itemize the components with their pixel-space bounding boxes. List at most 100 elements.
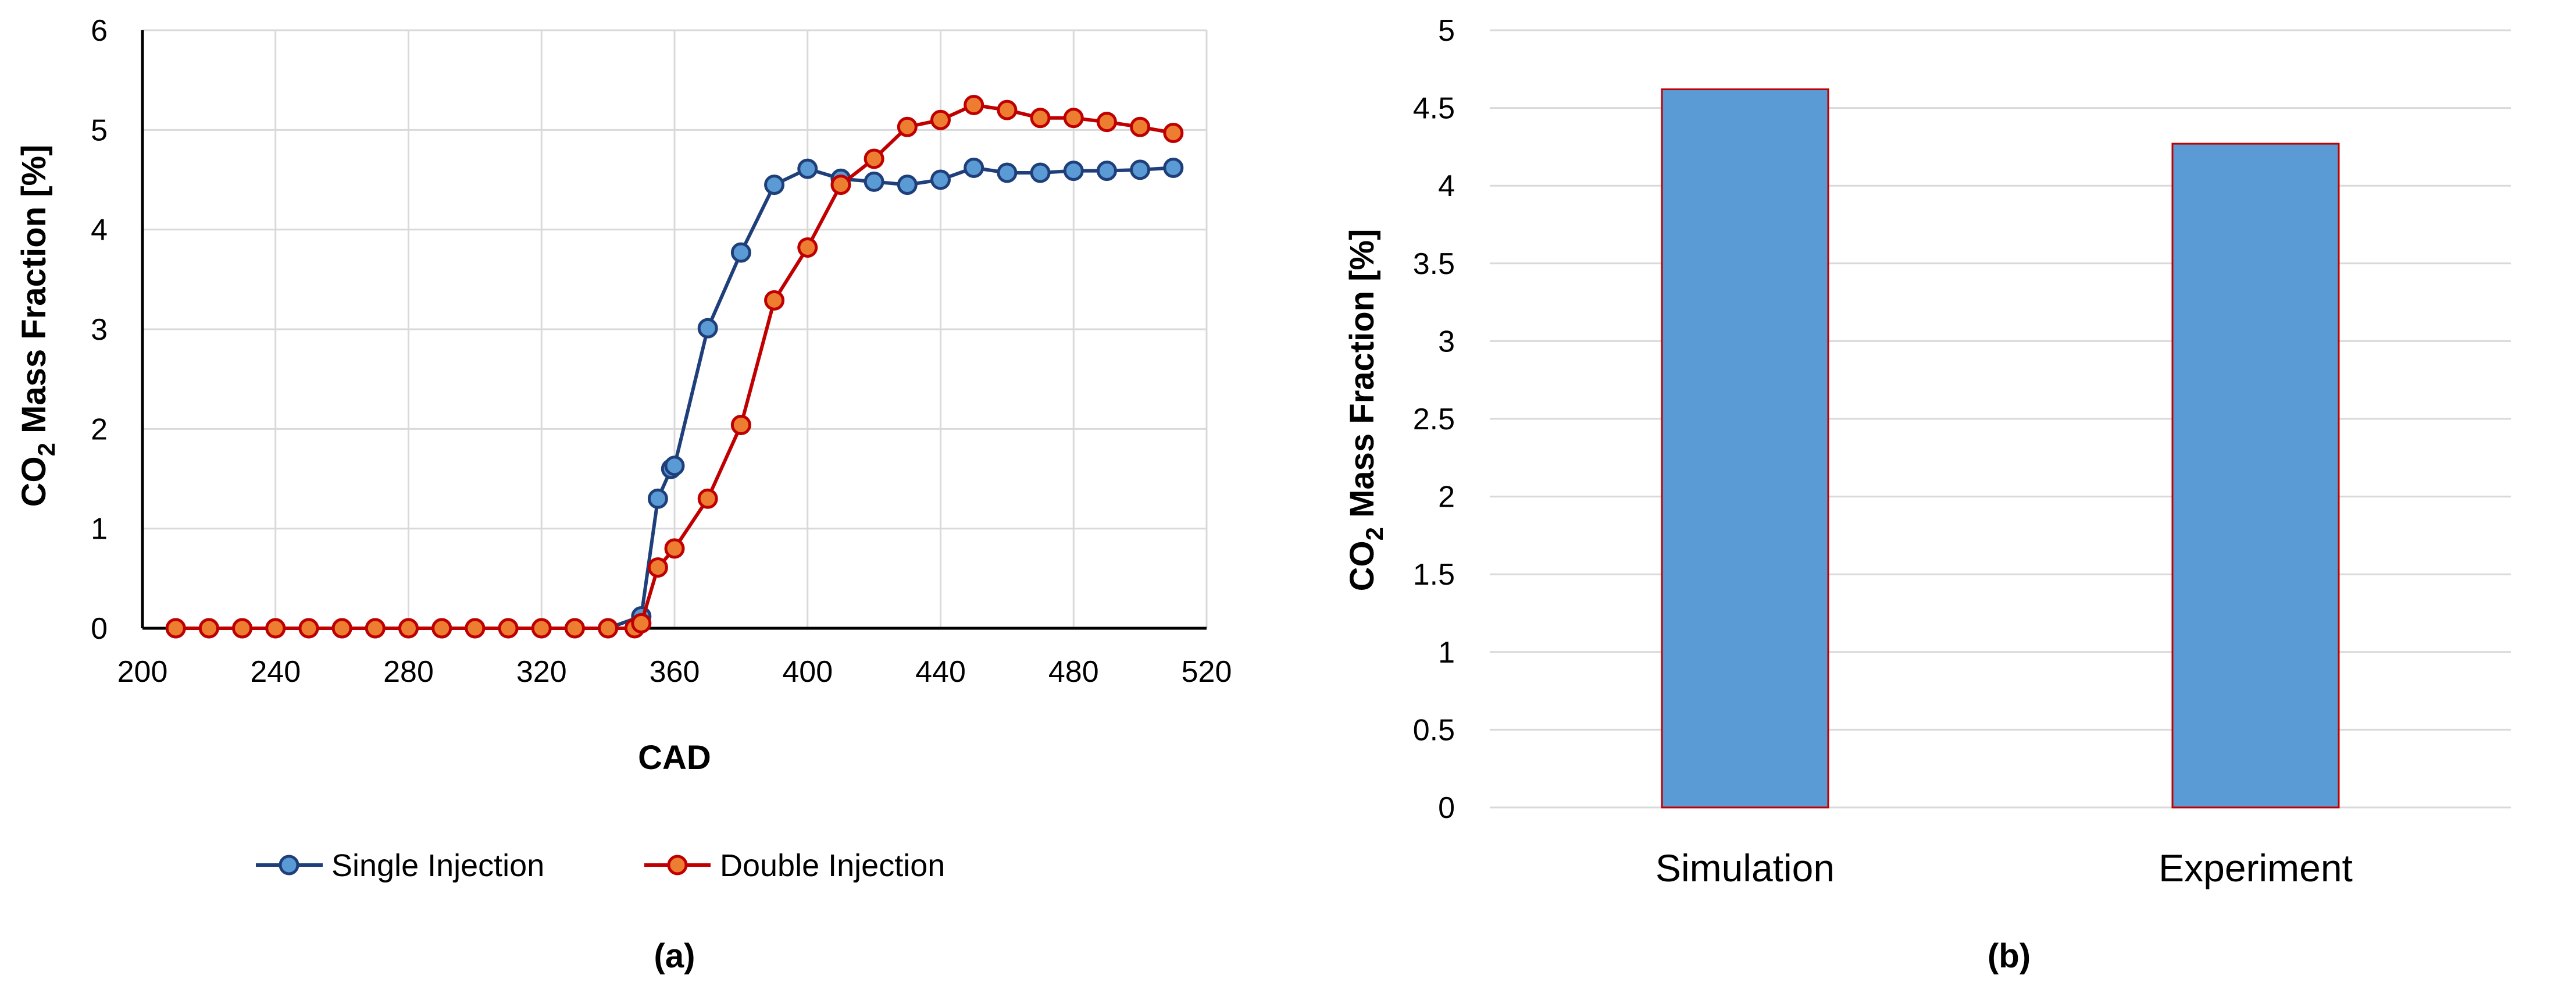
- y-tick-label: 5: [91, 113, 108, 147]
- data-point-double-injection: [697, 488, 718, 509]
- bar-chart: 0 0.5 1 1.5 2 2.5 3 3.5 4 4.5 5 Simulation Experime…: [1343, 14, 2511, 975]
- x-tick-label: 240: [250, 655, 301, 689]
- legend-label-single-injection: Single Injection: [331, 848, 544, 883]
- data-point-single-injection: [764, 175, 785, 195]
- y-tick-label: 4: [1438, 169, 1455, 203]
- legend-item-single-injection: Single Injection: [256, 848, 544, 883]
- legend-marker-single-injection: [279, 855, 299, 876]
- data-point-double-injection: [365, 618, 386, 639]
- x-tick-label: 400: [782, 655, 833, 689]
- category-label-simulation: Simulation: [1656, 846, 1835, 889]
- data-point-double-injection: [1130, 116, 1151, 137]
- y-tick-label: 2.5: [1413, 403, 1455, 436]
- data-point-single-injection: [864, 171, 884, 192]
- data-point-double-injection: [830, 175, 851, 195]
- x-tick-label: 320: [516, 655, 567, 689]
- x-tick-label: 280: [383, 655, 434, 689]
- bar-chart-y-axis-title: CO2 Mass Fraction [%]: [1343, 229, 1388, 592]
- data-point-double-injection: [564, 618, 585, 639]
- line-chart-series: [165, 95, 1184, 639]
- bar-chart-bars: [1661, 88, 2340, 809]
- y-tick-label: 0.5: [1413, 713, 1455, 747]
- y-tick-label: 1.5: [1413, 558, 1455, 592]
- series-double-injection: [165, 95, 1184, 639]
- data-point-double-injection: [331, 618, 352, 639]
- y-tick-label: 3: [1438, 325, 1455, 358]
- panel-label-b: (b): [1988, 937, 2031, 975]
- data-point-single-injection: [697, 318, 718, 339]
- data-point-double-injection: [598, 618, 619, 639]
- panel-label-a: (a): [654, 937, 695, 975]
- data-point-single-injection: [664, 455, 685, 476]
- data-point-double-injection: [265, 618, 286, 639]
- legend-label-double-injection: Double Injection: [720, 848, 945, 883]
- y-tick-label: 1: [91, 513, 108, 546]
- y-tick-label: 6: [91, 14, 108, 48]
- line-chart-x-axis-title: CAD: [638, 739, 711, 777]
- data-point-single-injection: [1163, 157, 1184, 178]
- bar-simulation: [1661, 88, 1829, 809]
- data-point-double-injection: [498, 618, 519, 639]
- data-point-double-injection: [298, 618, 319, 639]
- data-point-single-injection: [797, 158, 818, 179]
- legend-item-double-injection: Double Injection: [644, 848, 945, 883]
- data-point-double-injection: [930, 109, 951, 130]
- bar-chart-category-labels: Simulation Experiment: [1656, 846, 2353, 889]
- x-tick-label: 440: [915, 655, 966, 689]
- category-label-experiment: Experiment: [2158, 846, 2353, 889]
- y-tick-label: 5: [1438, 14, 1455, 48]
- data-point-single-injection: [1130, 159, 1151, 180]
- y-tick-label: 2: [1438, 481, 1455, 514]
- data-point-double-injection: [730, 414, 751, 435]
- data-point-double-injection: [1063, 108, 1084, 129]
- data-point-double-injection: [431, 618, 452, 639]
- data-point-double-injection: [797, 237, 818, 258]
- x-tick-label: 520: [1182, 655, 1232, 689]
- x-tick-label: 200: [117, 655, 168, 689]
- data-point-single-injection: [997, 162, 1018, 183]
- y-tick-label: 4.5: [1413, 92, 1455, 126]
- line-chart-y-axis-title: CO2 Mass Fraction [%]: [15, 145, 60, 507]
- data-point-double-injection: [864, 148, 884, 169]
- data-point-single-injection: [647, 488, 668, 509]
- line-chart-legend: Single Injection Double Injection: [256, 848, 945, 883]
- data-point-double-injection: [198, 618, 219, 639]
- legend-marker-double-injection: [667, 855, 688, 876]
- data-point-single-injection: [730, 242, 751, 263]
- y-tick-label: 0: [1438, 791, 1455, 825]
- y-tick-label: 3: [91, 313, 108, 347]
- data-point-single-injection: [1063, 161, 1084, 182]
- y-tick-label: 0: [91, 612, 108, 646]
- data-point-double-injection: [1096, 112, 1117, 133]
- data-point-double-injection: [764, 290, 785, 311]
- data-point-double-injection: [997, 99, 1018, 120]
- line-chart-x-tick-labels: 200 240 280 320 360 400 440 480 520: [117, 655, 1232, 689]
- x-tick-label: 480: [1048, 655, 1099, 689]
- line-chart-y-tick-labels: 0 1 2 3 4 5 6: [91, 14, 108, 646]
- y-tick-label: 3.5: [1413, 247, 1455, 281]
- y-tick-label: 4: [91, 213, 108, 247]
- data-point-double-injection: [897, 116, 918, 137]
- bar-chart-gridlines: [1490, 29, 2511, 809]
- data-point-double-injection: [664, 538, 685, 559]
- y-tick-label: 1: [1438, 636, 1455, 670]
- data-point-double-injection: [1163, 122, 1184, 143]
- x-tick-label: 360: [650, 655, 700, 689]
- data-point-double-injection: [165, 618, 186, 639]
- bar-experiment: [2171, 143, 2340, 809]
- data-point-single-injection: [1096, 161, 1117, 182]
- data-point-double-injection: [631, 613, 652, 634]
- data-point-double-injection: [647, 557, 668, 578]
- data-point-double-injection: [398, 618, 419, 639]
- data-point-single-injection: [1030, 162, 1051, 183]
- data-point-double-injection: [964, 95, 984, 115]
- data-point-single-injection: [897, 175, 918, 195]
- data-point-single-injection: [930, 169, 951, 190]
- y-tick-label: 2: [91, 412, 108, 446]
- data-point-single-injection: [964, 157, 984, 178]
- data-point-double-injection: [531, 618, 552, 639]
- data-point-double-injection: [465, 618, 486, 639]
- data-point-double-injection: [232, 618, 253, 639]
